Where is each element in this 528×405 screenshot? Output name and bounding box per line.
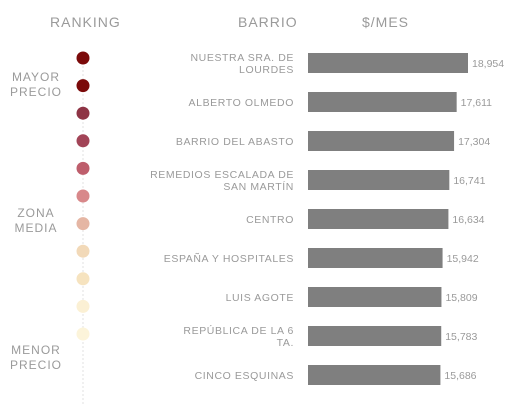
- value-label: 15,783: [445, 331, 477, 343]
- bar: [308, 92, 457, 112]
- bar: [308, 170, 450, 190]
- category-label: REPÚBLICA DE LA 6: [183, 324, 294, 337]
- bar: [308, 248, 443, 268]
- value-label: 17,611: [461, 97, 492, 109]
- value-label: 15,686: [444, 370, 476, 382]
- category-label: CENTRO: [246, 214, 294, 226]
- value-label: 18,954: [472, 58, 504, 70]
- category-label: REMEDIOS ESCALADA DE: [150, 169, 294, 181]
- value-label: 15,809: [445, 292, 477, 304]
- ranking-dot: [76, 244, 90, 258]
- bar: [308, 326, 442, 346]
- ranking-dot: [76, 134, 90, 148]
- category-label: ESPAÑA Y HOSPITALES: [164, 252, 294, 265]
- group-label-zona-media: ZONA MEDIA: [14, 206, 58, 235]
- category-label: SAN MARTÍN: [223, 180, 294, 193]
- bar: [308, 209, 449, 229]
- group-label-menor-precio: MENOR PRECIO: [9, 343, 62, 372]
- ranking-dot: [76, 272, 90, 286]
- ranking-dot: [76, 79, 90, 93]
- value-label: 15,942: [447, 253, 479, 265]
- ranking-dot: [76, 161, 90, 175]
- category-label: ALBERTO OLMEDO: [189, 97, 294, 109]
- ranking-dot: [76, 217, 90, 231]
- category-label: LUIS AGOTE: [226, 292, 294, 304]
- ranking-dot: [76, 51, 90, 65]
- ranking-dot: [76, 189, 90, 203]
- bar: [308, 287, 442, 307]
- header-ranking: RANKING: [50, 14, 121, 30]
- bar: [308, 131, 455, 151]
- ranking-dot: [76, 299, 90, 313]
- category-label: NUESTRA SRA. DE: [190, 52, 294, 64]
- bar: [308, 365, 441, 385]
- ranking-dot: [76, 327, 90, 341]
- value-label: 17,304: [458, 136, 490, 148]
- ranking-dot: [76, 106, 90, 120]
- category-label: TA.: [277, 337, 294, 349]
- header-price-per-month: $/MES: [362, 14, 410, 30]
- header-barrio: BARRIO: [238, 14, 298, 30]
- bar: [308, 53, 468, 73]
- category-label: CINCO ESQUINAS: [195, 370, 294, 382]
- value-label: 16,634: [452, 214, 484, 226]
- category-label: BARRIO DEL ABASTO: [176, 136, 294, 148]
- category-label: LOURDES: [239, 64, 294, 76]
- group-label-mayor-precio: MAYOR PRECIO: [9, 70, 62, 99]
- value-label: 16,741: [453, 175, 485, 187]
